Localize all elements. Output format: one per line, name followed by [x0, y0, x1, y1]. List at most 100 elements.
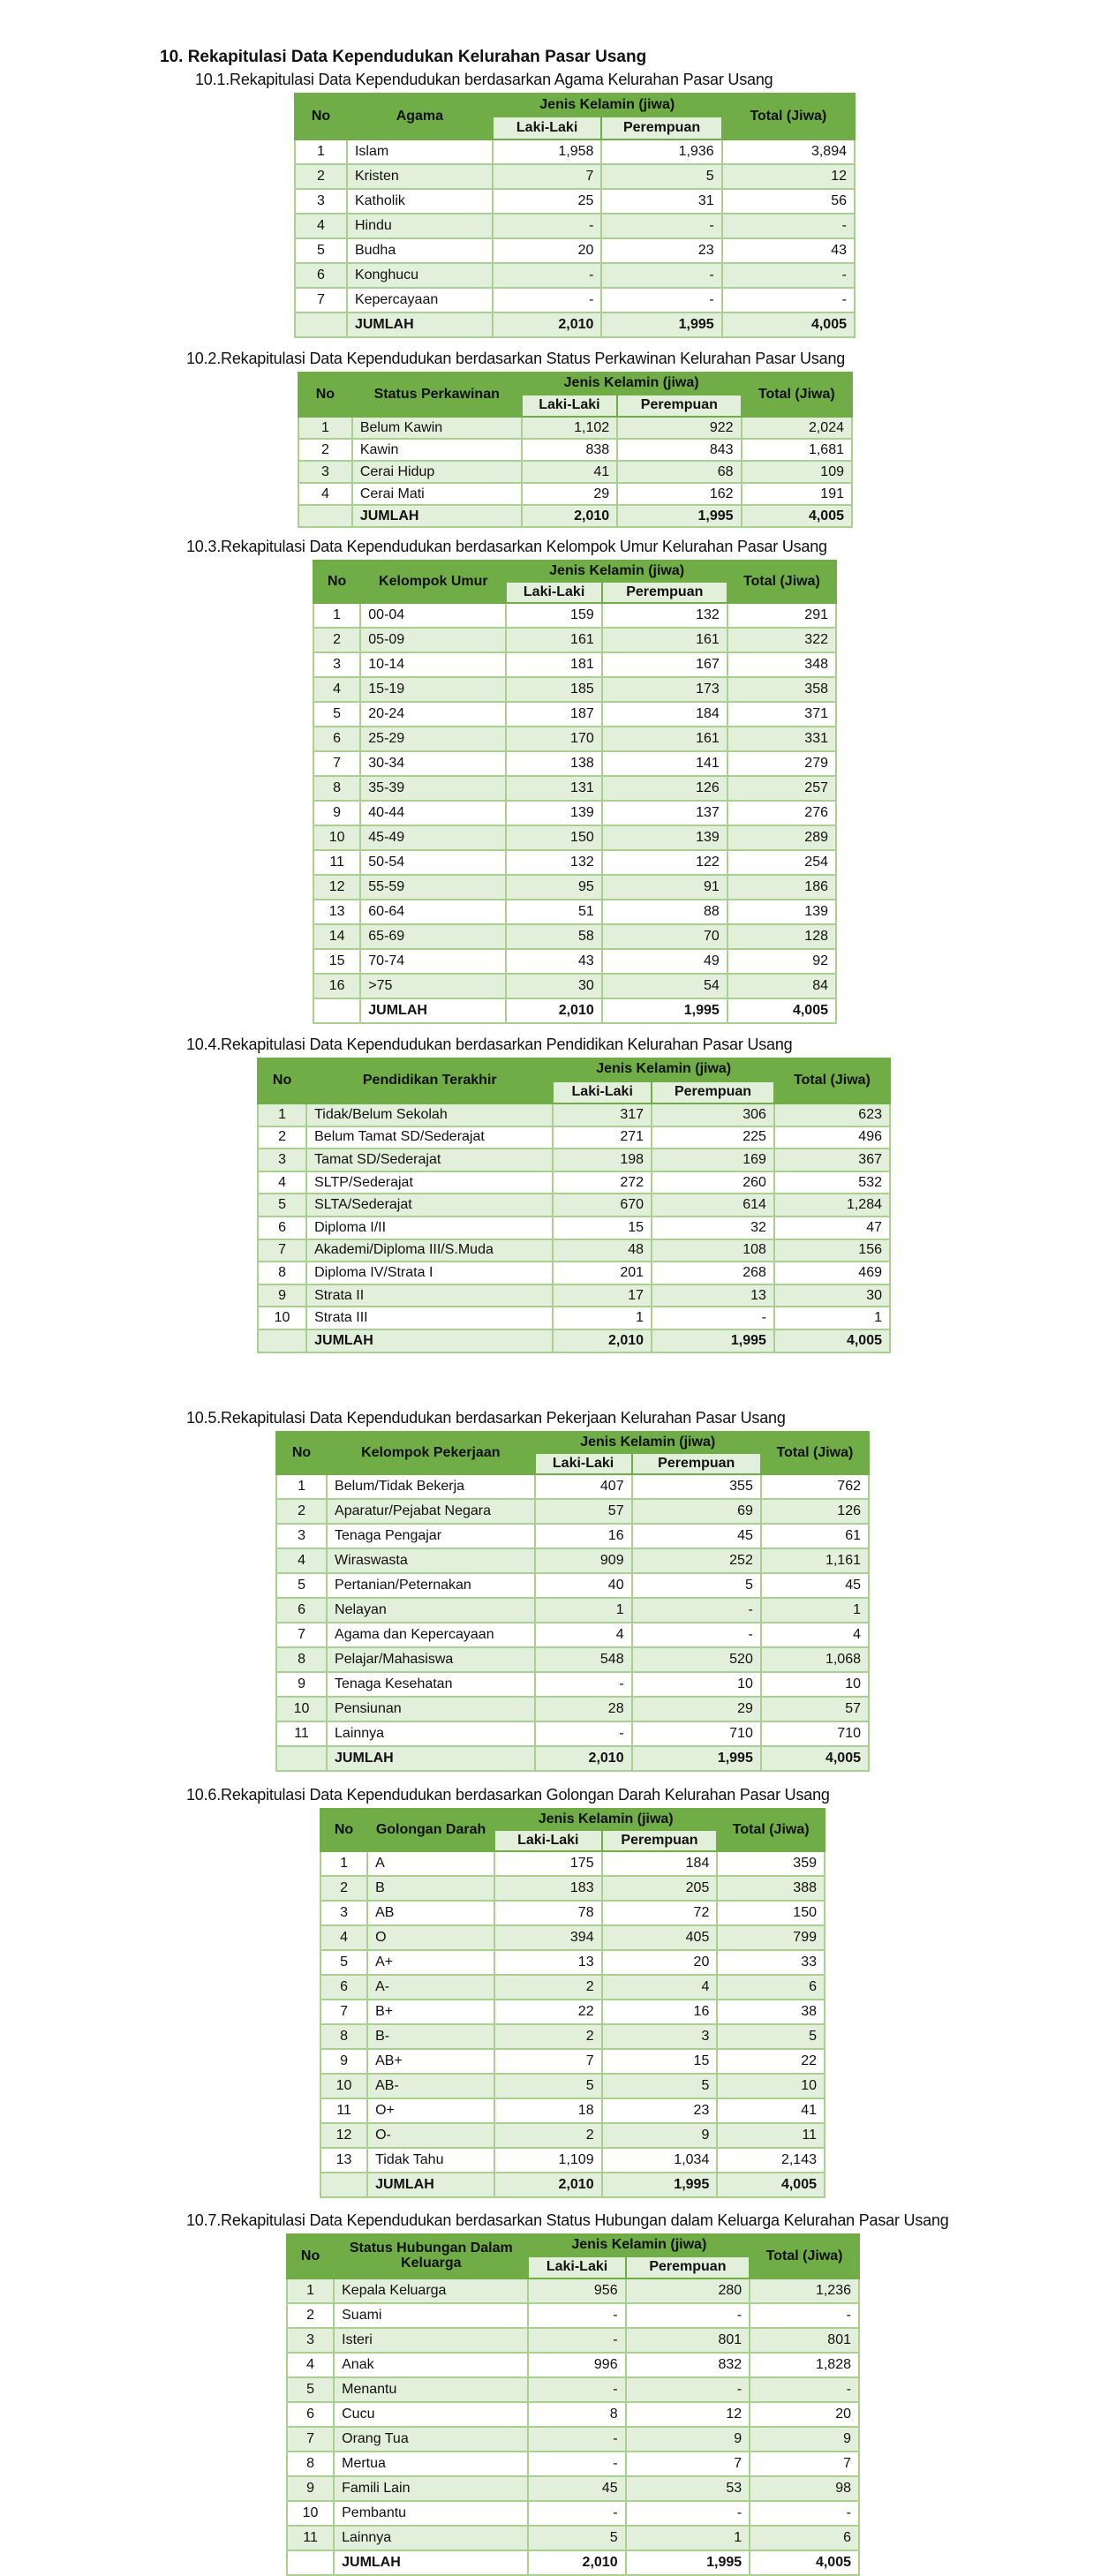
- table-row: 11 Lainnya 5 1 6: [285, 2525, 860, 2551]
- cell-no: 1: [275, 1473, 328, 1500]
- cell-category: Budha: [345, 237, 494, 264]
- cell-category: Menantu: [333, 2376, 530, 2403]
- cell-no: 3: [319, 1900, 369, 1926]
- cell-female: -: [624, 2376, 751, 2403]
- cell-category: 35-39: [359, 775, 508, 802]
- table-row: 3 Tamat SD/Sederajat 198 169 367: [256, 1148, 892, 1172]
- cell-female: 614: [651, 1193, 775, 1217]
- cell-male: 150: [505, 825, 603, 851]
- cell-category: Orang Tua: [333, 2426, 530, 2452]
- cell-no: 6: [275, 1597, 328, 1623]
- cell-category: 15-19: [359, 676, 508, 703]
- section-subtitle: 10.3.Rekapitulasi Data Kependudukan berd…: [186, 538, 827, 555]
- table-row: 2 B 183 205 388: [319, 1875, 825, 1902]
- table-row: 3 Isteri -801 801: [285, 2327, 860, 2354]
- cell-category: JUMLAH: [366, 2172, 495, 2198]
- cell-male: 18: [493, 2098, 603, 2124]
- header-no: No: [275, 1431, 328, 1475]
- cell-no: 1: [298, 416, 353, 440]
- cell-category: Pensiunan: [326, 1696, 536, 1722]
- cell-no: 3: [285, 2327, 335, 2354]
- table-row: 8 35-39 131 126 257: [312, 775, 838, 802]
- cell-male: 139: [505, 800, 603, 826]
- cell-category: Isteri: [333, 2327, 530, 2354]
- cell-female: 4: [600, 1974, 719, 2000]
- cell-female: 70: [600, 923, 728, 950]
- cell-category: 50-54: [359, 849, 508, 876]
- cell-no: 2: [312, 627, 362, 653]
- cell-male: 2: [493, 2122, 603, 2149]
- cell-total: 191: [740, 482, 854, 506]
- cell-category: 40-44: [359, 800, 508, 826]
- header-female: Perempuan: [624, 2256, 751, 2279]
- cell-female: 167: [600, 652, 728, 678]
- cell-total: 150: [716, 1900, 825, 1926]
- cell-total: -: [720, 287, 856, 313]
- table-row: 1 Islam 1,958 1,936 3,894: [294, 139, 856, 165]
- cell-female: 68: [616, 460, 742, 484]
- cell-male: 2,010: [520, 504, 619, 528]
- table-row: 6 Konghucu - - -: [294, 262, 856, 289]
- cell-total: 289: [726, 825, 838, 851]
- cell-no: 3: [275, 1523, 328, 1549]
- cell-category: B+: [366, 1999, 495, 2025]
- cell-category: Pertanian/Peternakan: [326, 1572, 536, 1599]
- table-row: 1 Kepala Keluarga 956 280 1,236: [285, 2278, 860, 2304]
- table-row: 2 05-09 161 161 322: [312, 627, 838, 653]
- header-female: Perempuan: [651, 1080, 775, 1104]
- cell-male: 57: [533, 1498, 633, 1525]
- header-no: No: [285, 2233, 335, 2279]
- cell-total: -: [720, 262, 856, 289]
- cell-male: 48: [552, 1238, 653, 1263]
- cell-male: 25: [491, 188, 603, 215]
- cell-no: 6: [256, 1215, 308, 1240]
- cell-total: 47: [773, 1215, 892, 1240]
- cell-female: 843: [616, 438, 742, 462]
- cell-male: 161: [505, 627, 603, 653]
- cell-female: 268: [651, 1261, 775, 1285]
- cell-no: 3: [294, 188, 348, 215]
- cell-female: 53: [624, 2475, 751, 2502]
- cell-female: 1,995: [630, 1745, 762, 1772]
- cell-no: 5: [275, 1572, 328, 1599]
- cell-male: 41: [520, 460, 619, 484]
- cell-male: 43: [505, 948, 603, 975]
- cell-category: Tenaga Kesehatan: [326, 1671, 536, 1698]
- table-row: 9 Tenaga Kesehatan -10 10: [275, 1671, 871, 1698]
- cell-no: 8: [319, 2023, 369, 2050]
- table-row: 10 Pembantu - - -: [285, 2500, 860, 2527]
- cell-male: 29: [520, 482, 619, 506]
- cell-no: 7: [256, 1238, 308, 1263]
- cell-total: 469: [773, 1261, 892, 1285]
- table-row: 7 Akademi/Diploma III/S.Muda 48 108 156: [256, 1238, 892, 1263]
- cell-female: -: [600, 287, 723, 313]
- table-row: 15 70-74 43 49 92: [312, 948, 838, 975]
- cell-no: 2: [275, 1498, 328, 1525]
- cell-total: 254: [726, 849, 838, 876]
- table-row: 4 15-19 185 173 358: [312, 676, 838, 703]
- cell-male: 2,010: [527, 2550, 627, 2576]
- cell-category: Cerai Mati: [351, 482, 523, 506]
- cell-male: 51: [505, 899, 603, 925]
- cell-total: 762: [759, 1473, 871, 1500]
- cell-no: 3: [256, 1148, 308, 1172]
- table-row: 12 O- 2 9 11: [319, 2122, 825, 2149]
- cell-category: JUMLAH: [351, 504, 523, 528]
- table-row: 1 Tidak/Belum Sekolah 317 306 623: [256, 1103, 892, 1127]
- table-row: 2 Aparatur/Pejabat Negara 57 69 126: [275, 1498, 871, 1525]
- header-gender: Jenis Kelamin (jiwa): [505, 560, 728, 583]
- header-female: Perempuan: [600, 581, 728, 604]
- header-male: Laki-Laki: [520, 394, 619, 418]
- cell-total: 1: [773, 1306, 892, 1330]
- cell-male: 838: [520, 438, 619, 462]
- cell-female: 922: [616, 416, 742, 440]
- cell-female: 405: [600, 1924, 719, 1951]
- cell-total: 98: [749, 2475, 860, 2502]
- cell-male: 159: [505, 602, 603, 629]
- cell-male: 2: [493, 1974, 603, 2000]
- cell-total: 139: [726, 899, 838, 925]
- header-total: Total (Jiwa): [726, 560, 838, 604]
- cell-no: 4: [294, 213, 348, 239]
- cell-male: -: [527, 2500, 627, 2527]
- cell-category: A: [366, 1850, 495, 1877]
